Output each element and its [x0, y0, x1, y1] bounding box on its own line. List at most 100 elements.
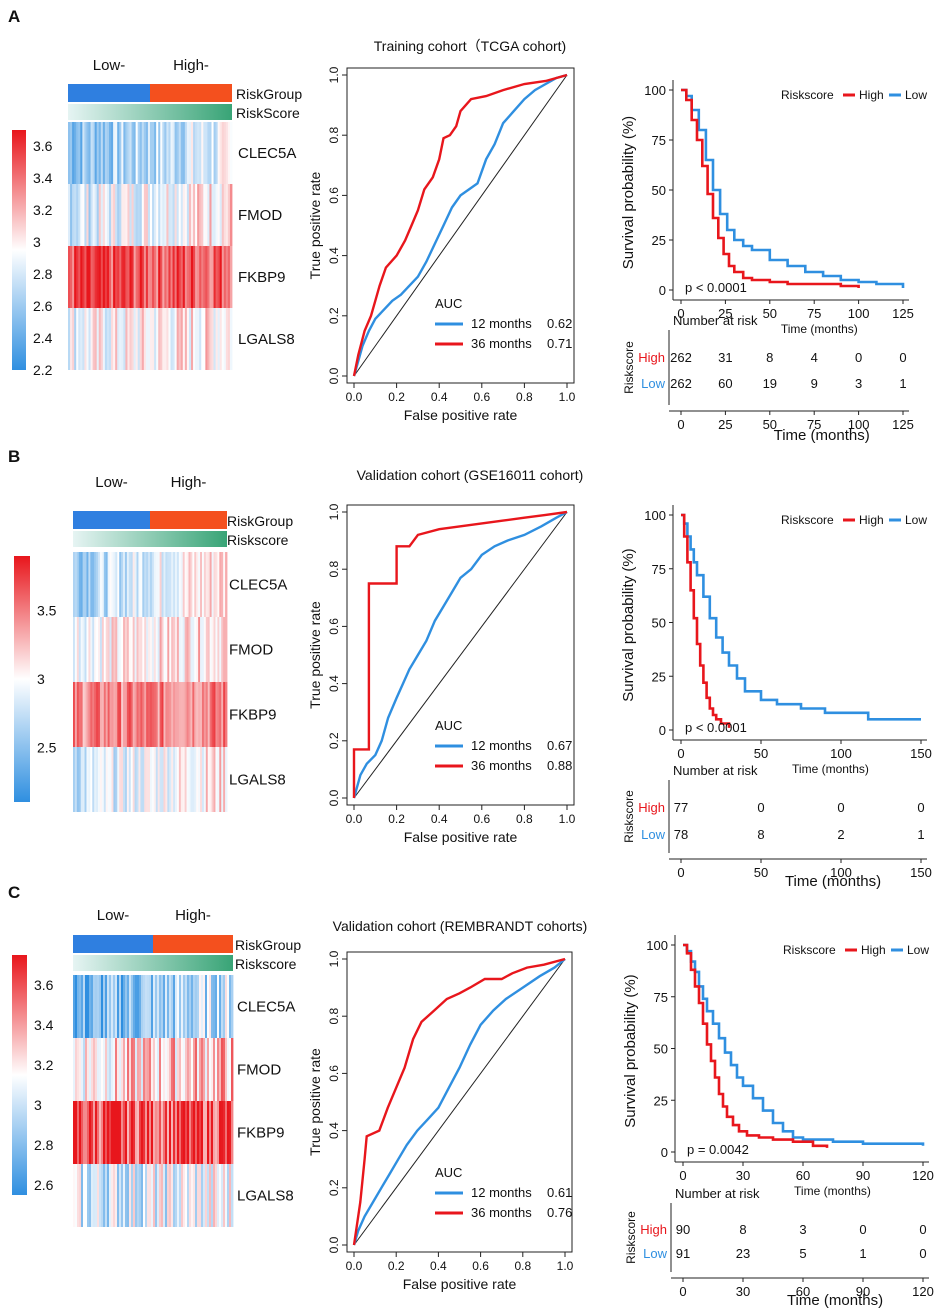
heatmap-cell: [201, 617, 205, 682]
heatmap-cell: [109, 1164, 112, 1227]
heatmap-cell: [167, 1101, 170, 1164]
heatmap-cell: [205, 308, 208, 370]
heatmap-cell: [106, 184, 110, 246]
heatmap-cell: [75, 975, 78, 1038]
heatmap-cell: [94, 682, 97, 747]
risk-high-count: 8: [766, 350, 773, 365]
heatmap-cell: [178, 246, 182, 308]
heatmap-cell: [196, 552, 199, 617]
heatmap-cell: [127, 975, 130, 1038]
heatmap-cell: [231, 1164, 234, 1227]
heatmap-cell: [167, 1164, 170, 1227]
heatmap-cell: [172, 308, 175, 370]
heatmap-cell: [169, 1038, 172, 1101]
heatmap-cell: [179, 1164, 182, 1227]
heatmap-cell: [160, 246, 163, 308]
x-tick-label: 1.0: [557, 1259, 574, 1273]
heatmap-cell: [102, 122, 106, 184]
heatmap-cell: [119, 1101, 122, 1164]
heatmap-cell: [129, 308, 132, 370]
heatmap-cell: [97, 1164, 100, 1227]
heatmap-cell: [223, 1164, 226, 1227]
km-legend-high: High: [861, 943, 886, 957]
heatmap-cell: [141, 1038, 144, 1101]
heatmap-cell: [83, 1101, 86, 1164]
heatmap-cell: [76, 682, 80, 747]
heatmap-cell: [163, 975, 166, 1038]
heatmap-cell: [193, 246, 196, 308]
heatmap-cell: [103, 617, 107, 682]
heatmap-cell: [157, 617, 161, 682]
gene-label: LGALS8: [237, 1188, 294, 1205]
heatmap-cell: [94, 122, 98, 184]
roc-frame: [346, 67, 575, 384]
heatmap-cell: [211, 682, 214, 747]
heatmap-cell: [167, 682, 170, 747]
heatmap-cell: [205, 1164, 208, 1227]
heatmap-cell: [134, 747, 137, 812]
heatmap-cell: [109, 682, 112, 747]
heatmap-cell: [203, 552, 207, 617]
risk-x-tick-label: 100: [848, 417, 870, 432]
heatmap-cell: [203, 1038, 206, 1101]
heatmap-cell: [73, 552, 76, 617]
heatmap-cell: [190, 552, 193, 617]
heatmap-cell: [191, 122, 194, 184]
heatmap-cell: [175, 682, 178, 747]
heatmap-cell: [207, 975, 210, 1038]
heatmap-cell: [107, 1101, 110, 1164]
roc-legend-label: 36 months: [471, 758, 532, 773]
roc-legend-auc: 0.62: [547, 316, 572, 331]
heatmap-cell: [78, 747, 82, 812]
heatmap-cell: [181, 1101, 184, 1164]
heatmap-cell: [191, 1101, 194, 1164]
heatmap-cell: [196, 747, 199, 812]
heatmap-cell: [145, 975, 148, 1038]
heatmap-cell: [158, 122, 161, 184]
heatmap-cell: [70, 308, 73, 370]
heatmap-cell: [68, 184, 71, 246]
heatmap-cell: [213, 1101, 216, 1164]
heatmap-cell: [175, 1164, 178, 1227]
km-high-curve: [683, 943, 829, 1148]
heatmap-cell: [121, 747, 124, 812]
heatmap-cell: [93, 1101, 96, 1164]
heatmap-cell: [188, 308, 192, 370]
heatmap-cell: [105, 747, 109, 812]
heatmap-cell: [163, 1038, 166, 1101]
heatmap-cell: [197, 184, 200, 246]
heatmap-cell: [163, 617, 166, 682]
heatmap-cell: [156, 246, 159, 308]
heatmap-cell: [199, 184, 202, 246]
heatmap-cell: [88, 617, 91, 682]
heatmap-cell: [170, 308, 173, 370]
heatmap-cell: [76, 122, 79, 184]
km-x-label: Time (months): [792, 762, 869, 776]
heatmap-cell: [139, 1164, 142, 1227]
heatmap-cell: [77, 1101, 80, 1164]
heatmap-cell: [219, 1164, 222, 1227]
panel-c: C Low- High- RiskGroup Riskscore CLEC5A FMOD FK…: [8, 883, 934, 1309]
heatmap-cell: [183, 975, 186, 1038]
heatmap-cell: [161, 1101, 164, 1164]
heatmap-cell: [223, 747, 226, 812]
heatmap-cell: [209, 682, 213, 747]
heatmap-cell: [200, 682, 203, 747]
heatmap-cell: [205, 246, 208, 308]
heatmap-cell: [179, 1101, 182, 1164]
km-legend-high: High: [859, 513, 884, 527]
heatmap-cell: [155, 682, 159, 747]
gene-label: FKBP9: [229, 707, 277, 724]
heatmap-cell: [215, 1038, 218, 1101]
heatmap-cell: [96, 308, 100, 370]
heatmap-cell: [211, 975, 214, 1038]
heatmap-cell: [74, 308, 77, 370]
heatmap-cell: [211, 747, 214, 812]
heatmap-cell: [201, 308, 204, 370]
heatmap-cell: [175, 975, 178, 1038]
risk-low-count: 1: [899, 376, 906, 391]
heatmap-cell: [87, 975, 90, 1038]
heatmap-cell: [167, 617, 170, 682]
heatmap-cell: [84, 747, 87, 812]
